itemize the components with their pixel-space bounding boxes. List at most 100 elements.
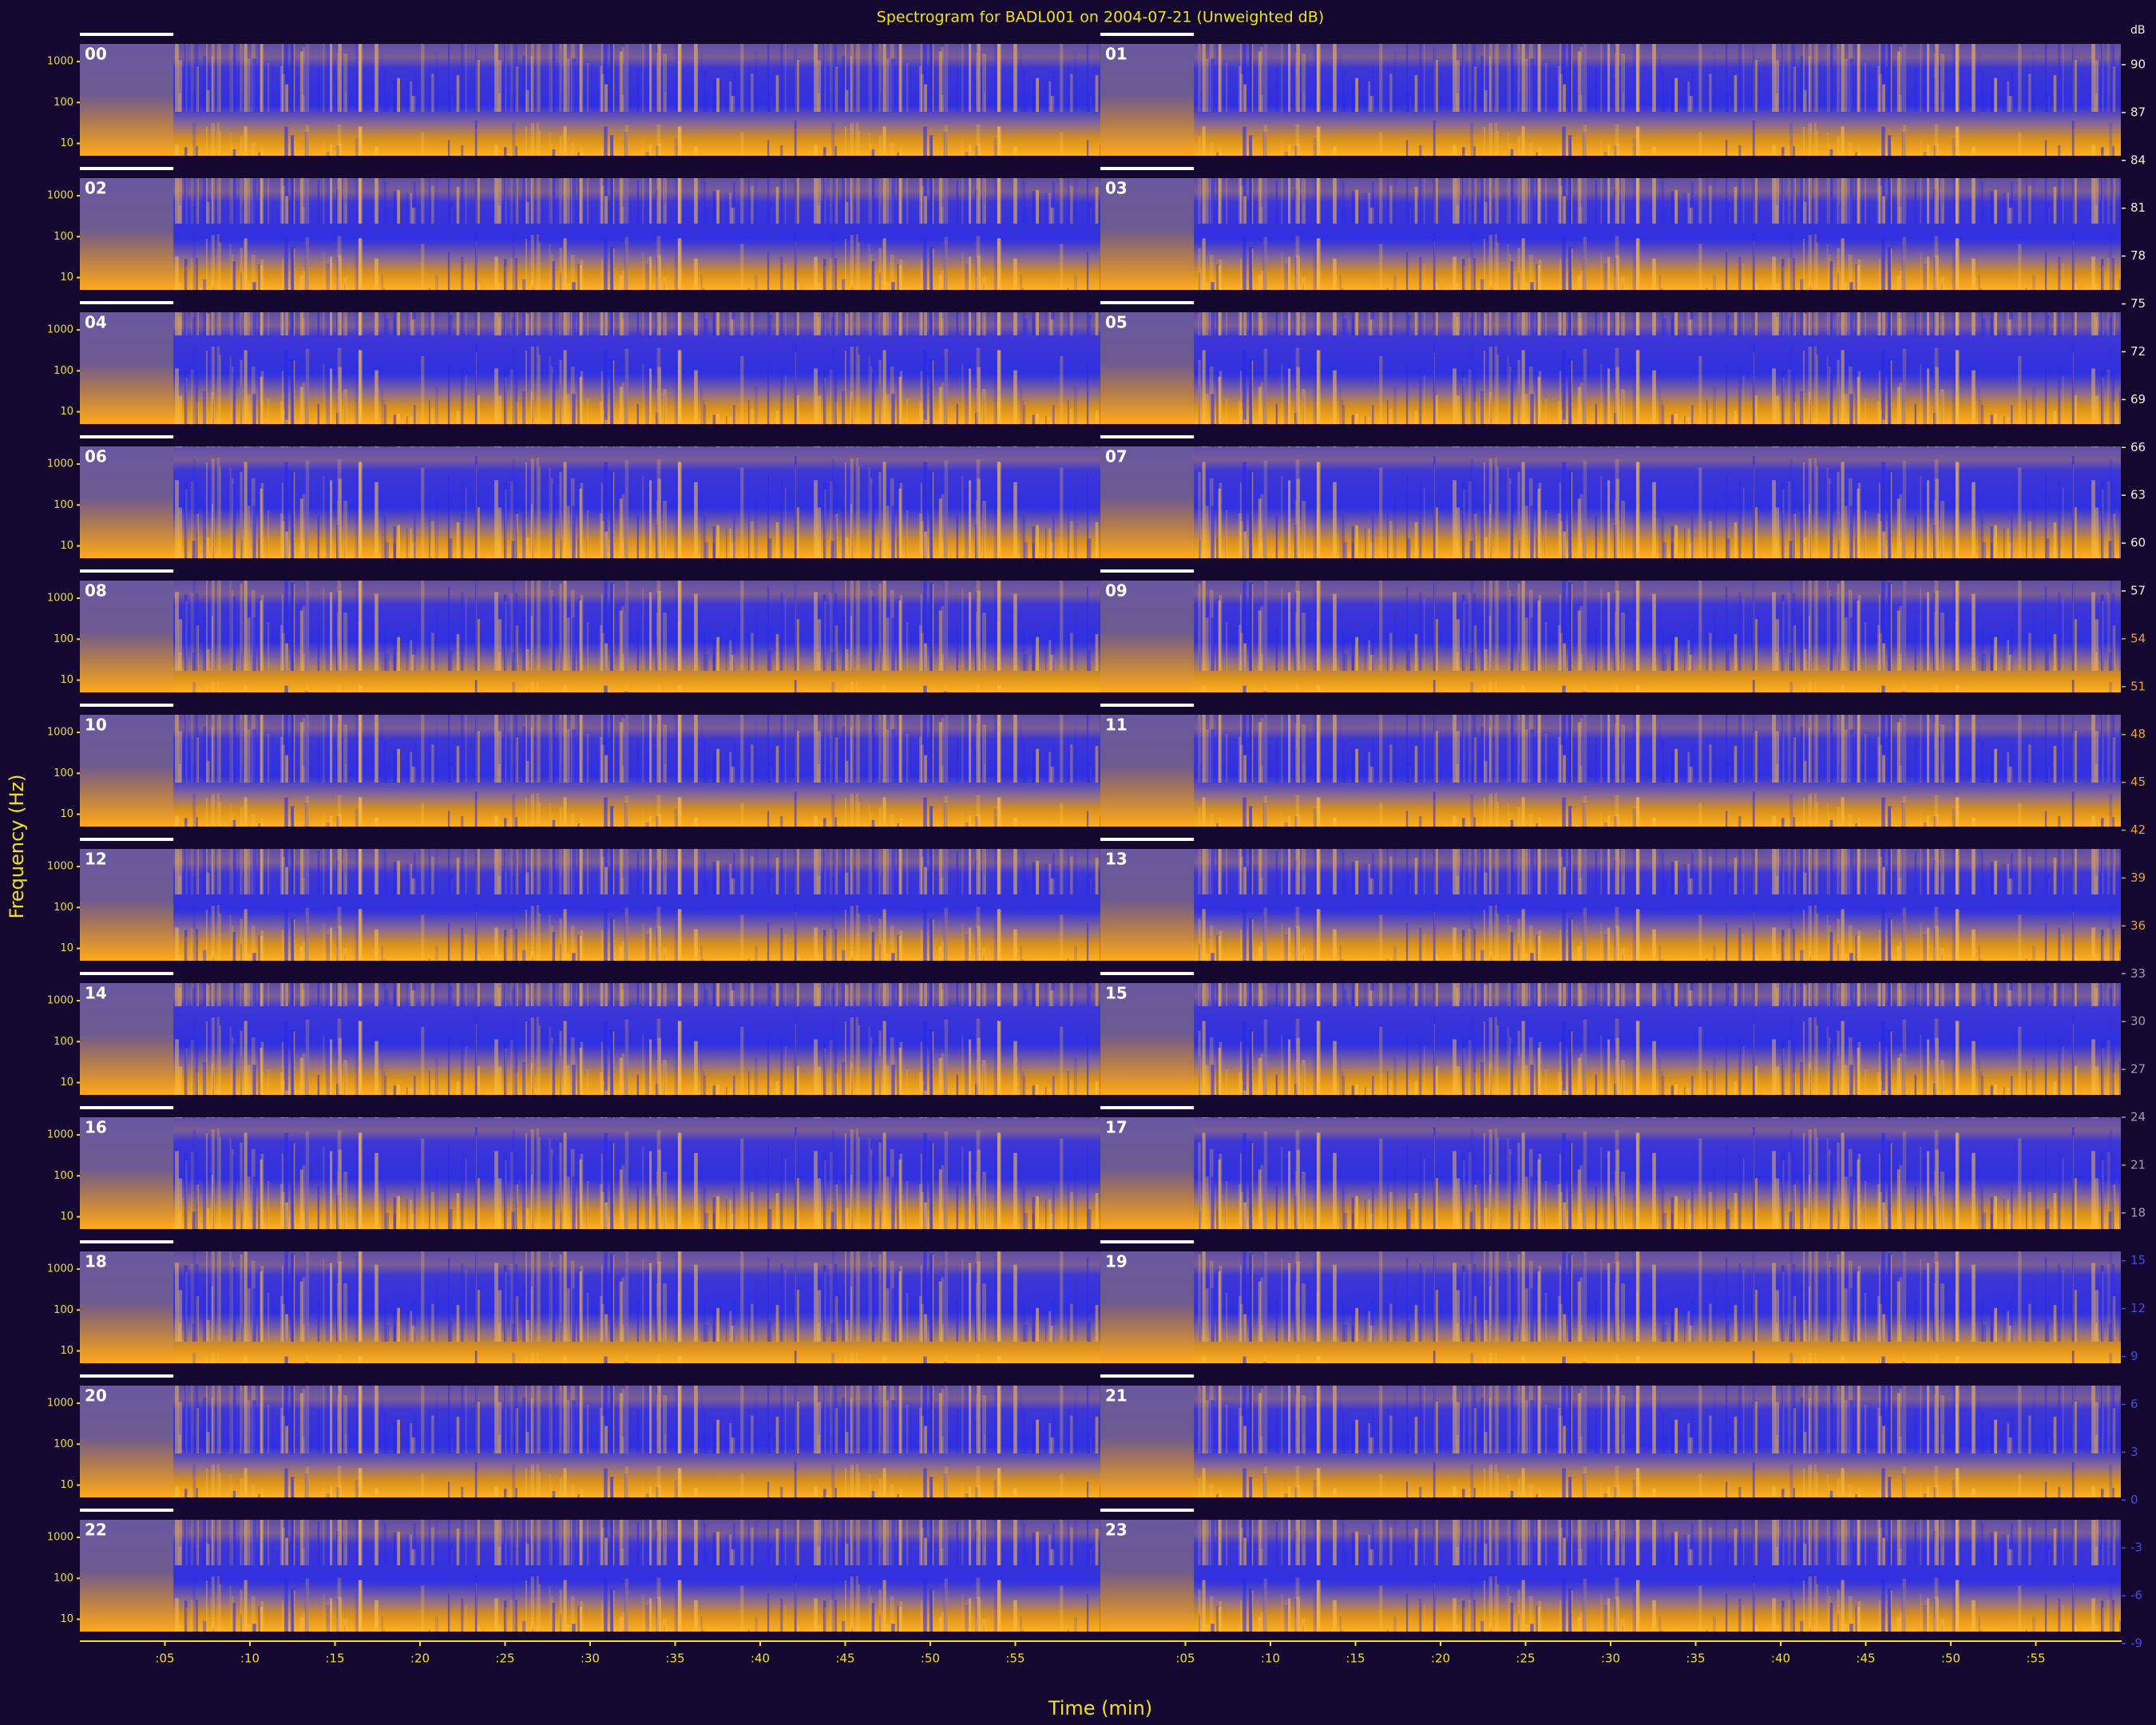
y-tick-label: 10	[60, 808, 73, 820]
x-tick-label: :35	[665, 1652, 684, 1666]
panel-label: 03	[1105, 179, 1128, 198]
x-tick-label: :15	[1346, 1652, 1365, 1666]
colorbar-tick-label: 75	[2130, 296, 2146, 311]
calibration-block	[1100, 1386, 1195, 1497]
status-bar	[1100, 435, 1195, 438]
spectrogram-texture	[80, 581, 1100, 692]
x-tick-label: :35	[1686, 1652, 1705, 1666]
x-tick-label: :55	[2026, 1652, 2045, 1666]
y-tick-label: 100	[54, 1170, 73, 1182]
spectrogram-texture	[80, 983, 1100, 1095]
panel-label: 21	[1105, 1386, 1128, 1406]
colorbar-tick-label: 63	[2130, 488, 2146, 502]
colorbar-tick-label: 42	[2130, 823, 2146, 837]
colorbar-tick-label: 21	[2130, 1157, 2146, 1172]
status-bar	[80, 1509, 174, 1512]
status-bar	[1100, 569, 1195, 573]
spectrogram-texture	[1100, 1251, 2121, 1363]
panel-label: 10	[85, 716, 107, 735]
colorbar-tick-label: 3	[2130, 1445, 2138, 1459]
calibration-block	[1100, 849, 1195, 961]
calibration-block	[80, 849, 174, 961]
y-tick-label: 1000	[47, 861, 73, 873]
colorbar-tick-label: 57	[2130, 584, 2146, 598]
status-bar	[1100, 1106, 1195, 1109]
y-tick-label: 10	[60, 540, 73, 552]
x-tick-label: :20	[410, 1652, 430, 1666]
spectrogram-texture	[1100, 1520, 2121, 1632]
calibration-block	[80, 983, 174, 1095]
colorbar-tick-label: 81	[2130, 200, 2146, 215]
y-tick-label: 100	[54, 499, 73, 511]
colorbar-tick-label: 78	[2130, 248, 2146, 263]
colorbar-tick-label: 36	[2130, 918, 2146, 933]
colorbar-tick-label: 6	[2130, 1397, 2138, 1411]
y-tick-label: 100	[54, 1304, 73, 1316]
colorbar-tick-label: 60	[2130, 536, 2146, 550]
status-bar	[1100, 167, 1195, 170]
panel-label: 05	[1105, 313, 1128, 332]
status-bar	[80, 33, 174, 36]
calibration-block	[1100, 178, 1195, 290]
status-bar	[80, 167, 174, 170]
panel-label: 09	[1105, 581, 1128, 601]
calibration-block	[80, 1251, 174, 1363]
calibration-block	[80, 1117, 174, 1229]
x-tick-label: :20	[1431, 1652, 1450, 1666]
y-tick-label: 10	[60, 1077, 73, 1089]
y-tick-label: 1000	[47, 1398, 73, 1410]
panel-label: 08	[85, 581, 107, 601]
panel-label: 06	[85, 447, 107, 466]
status-bar	[80, 838, 174, 841]
y-axis-label: Frequency (Hz)	[6, 775, 28, 919]
x-tick-label: :50	[921, 1652, 940, 1666]
x-tick-label: :05	[155, 1652, 174, 1666]
y-tick-label: 1000	[47, 593, 73, 605]
y-tick-label: 1000	[47, 1532, 73, 1544]
y-tick-label: 100	[54, 1036, 73, 1048]
panel-label: 23	[1105, 1521, 1128, 1540]
status-bar	[80, 569, 174, 573]
status-bar	[1100, 838, 1195, 841]
y-tick-label: 10	[60, 674, 73, 686]
status-bar	[1100, 33, 1195, 36]
colorbar-tick-label: 27	[2130, 1062, 2146, 1077]
panel-label: 13	[1105, 850, 1128, 869]
panel-label: 18	[85, 1252, 107, 1271]
panel-label: 16	[85, 1118, 107, 1137]
y-tick-label: 10	[60, 406, 73, 418]
colorbar-label: dB	[2130, 24, 2146, 37]
panel-label: 04	[85, 313, 107, 332]
colorbar-tick-label: 90	[2130, 58, 2146, 72]
spectrogram-texture	[1100, 1117, 2121, 1229]
spectrogram-texture	[1100, 446, 2121, 558]
x-tick-label: :55	[1005, 1652, 1024, 1666]
status-bar	[1100, 972, 1195, 975]
y-tick-label: 10	[60, 1479, 73, 1491]
x-tick-label: :10	[1261, 1652, 1280, 1666]
calibration-block	[80, 44, 174, 156]
colorbar-tick-label: 18	[2130, 1205, 2146, 1219]
status-bar	[1100, 704, 1195, 707]
spectrogram-texture	[80, 1251, 1100, 1363]
y-tick-label: 100	[54, 767, 73, 779]
calibration-block	[80, 581, 174, 692]
panel-label: 14	[85, 984, 107, 1003]
y-tick-label: 1000	[47, 727, 73, 739]
y-tick-label: 1000	[47, 1129, 73, 1141]
y-tick-label: 10	[60, 1345, 73, 1357]
panel-label: 01	[1105, 45, 1128, 64]
spectrogram-texture	[80, 178, 1100, 290]
status-bar	[80, 1106, 174, 1109]
panel-label: 07	[1105, 447, 1128, 466]
colorbar-tick-label: 39	[2130, 870, 2146, 885]
y-tick-label: 100	[54, 902, 73, 914]
colorbar-tick-label: 66	[2130, 440, 2146, 454]
y-tick-label: 1000	[47, 324, 73, 336]
y-tick-label: 100	[54, 633, 73, 645]
calibration-block	[1100, 715, 1195, 827]
status-bar	[80, 301, 174, 304]
y-tick-label: 100	[54, 97, 73, 109]
colorbar-tick-label: 33	[2130, 966, 2146, 981]
